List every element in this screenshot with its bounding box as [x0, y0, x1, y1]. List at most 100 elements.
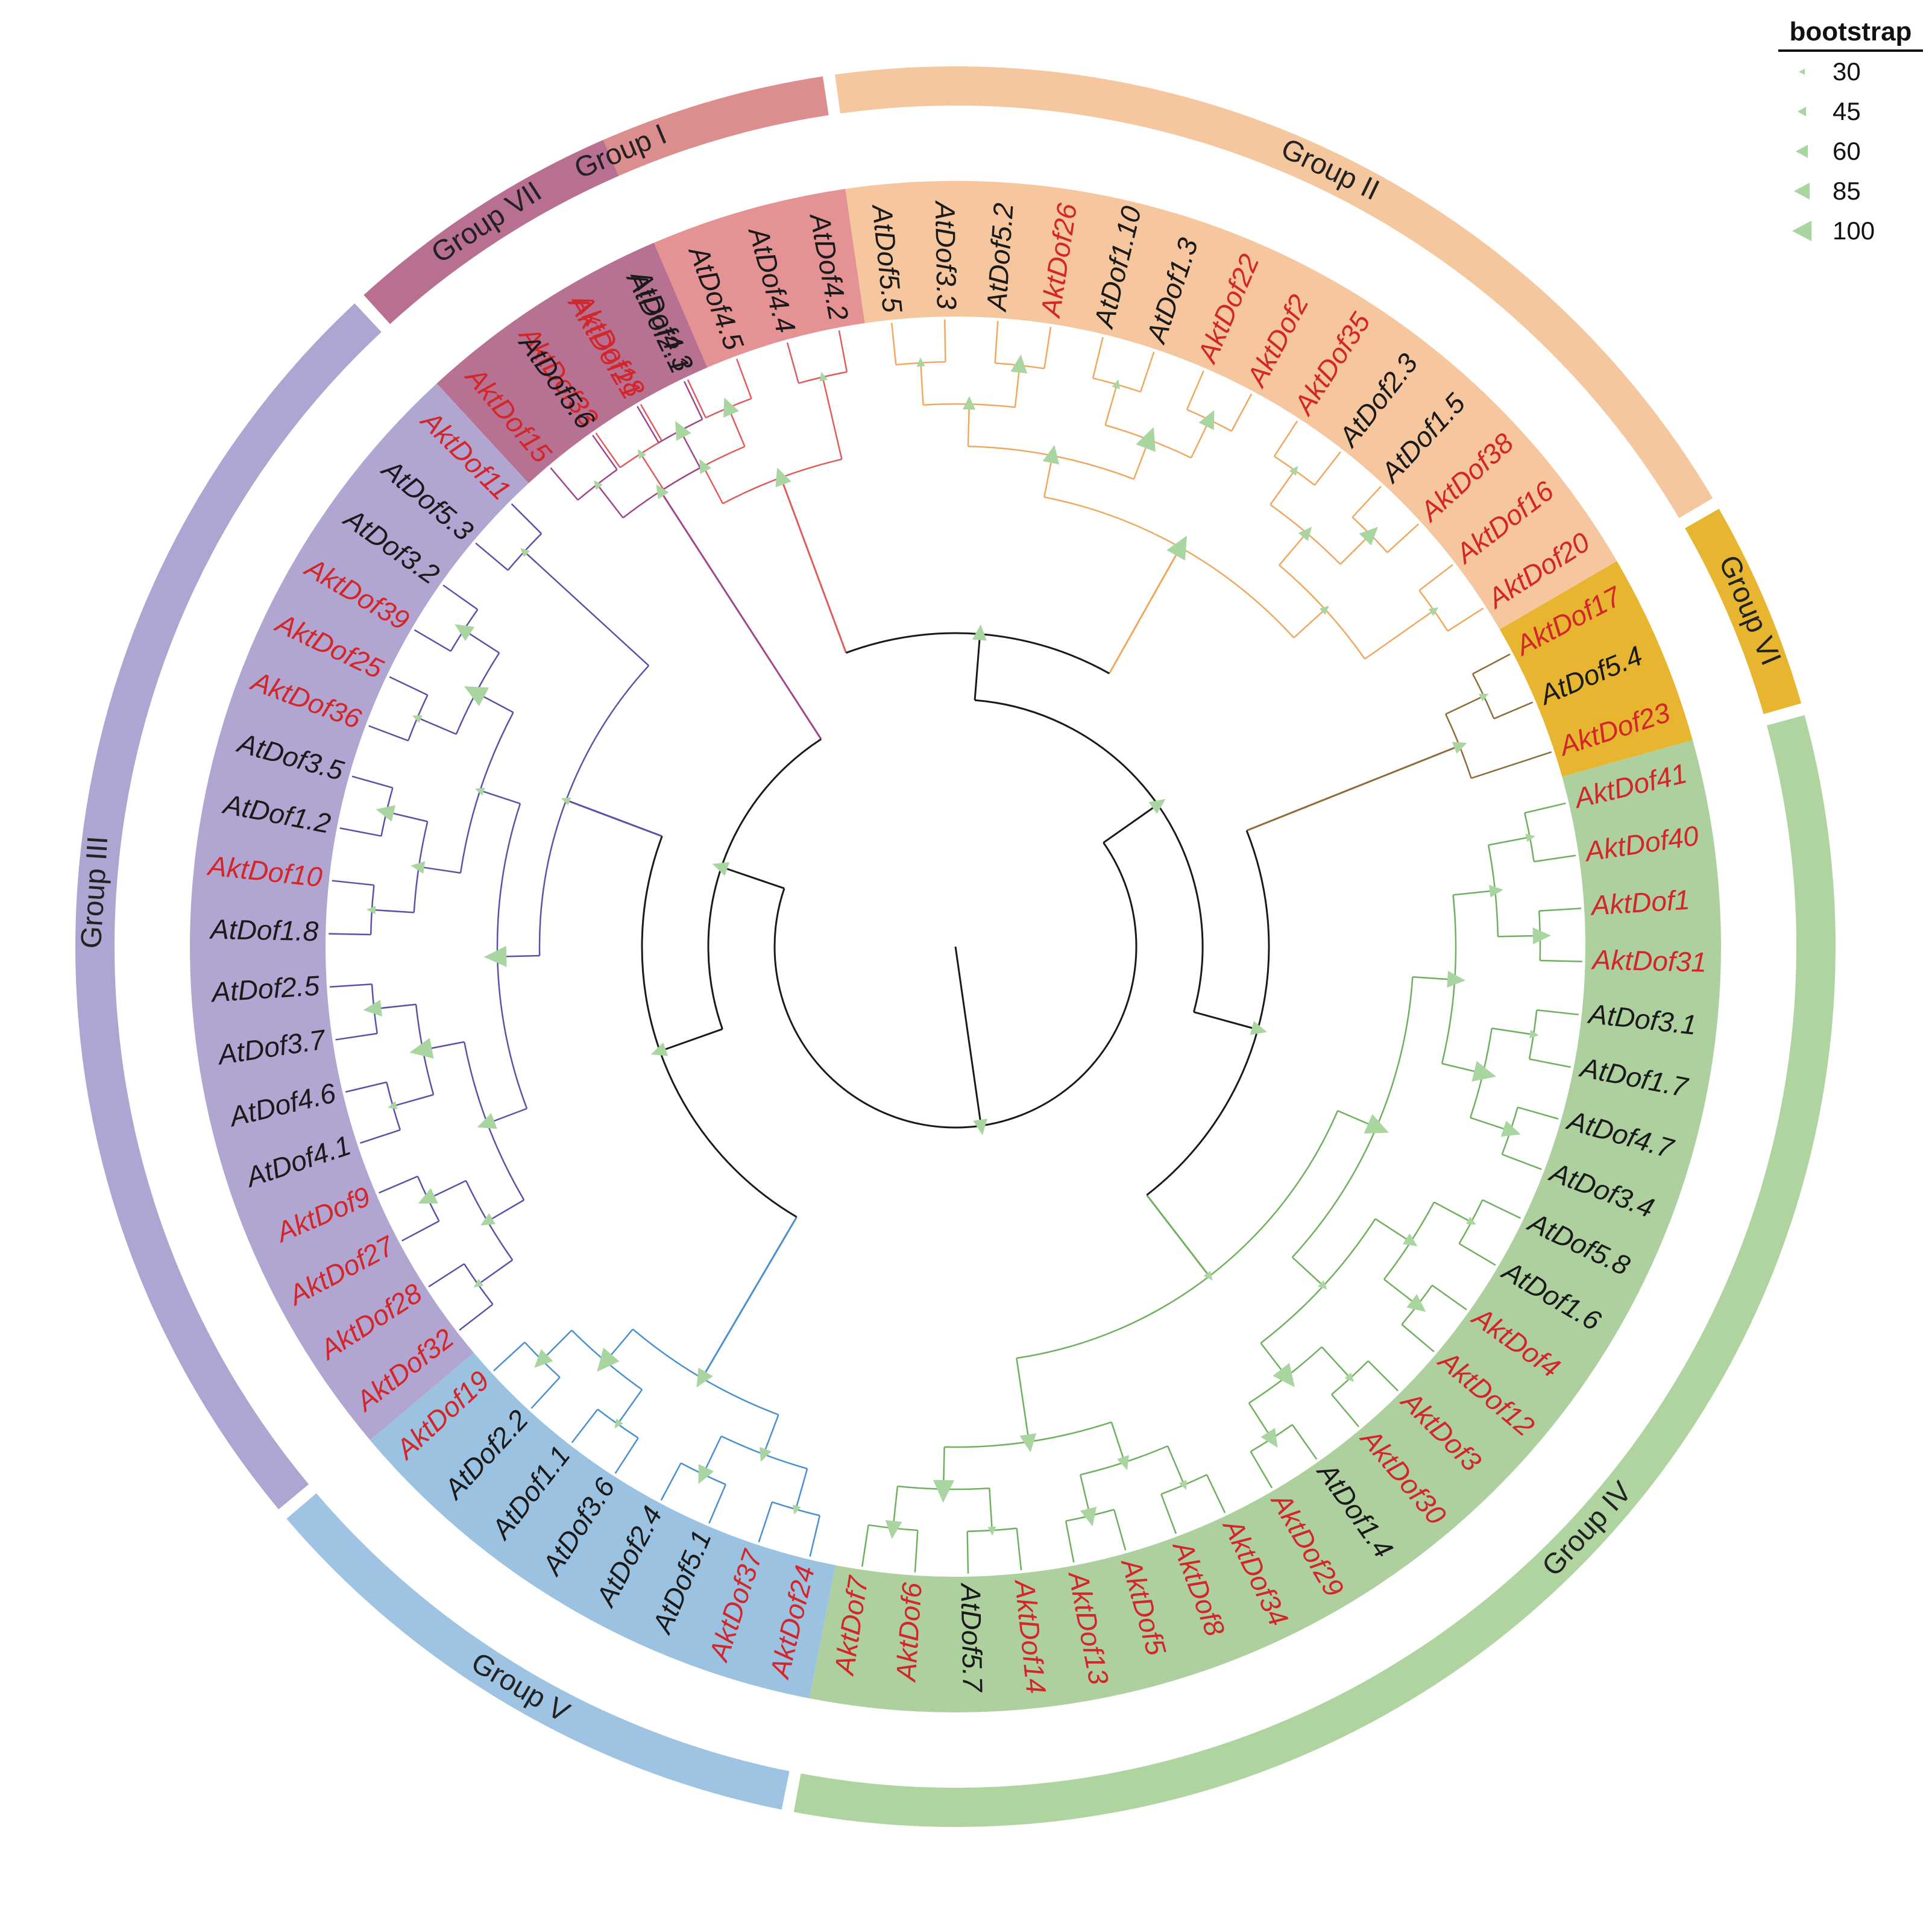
bootstrap-marker — [1319, 605, 1329, 615]
bootstrap-marker — [418, 1188, 438, 1204]
group-band — [190, 383, 529, 1440]
triangle-icon — [1778, 216, 1833, 246]
branches — [329, 320, 1582, 1574]
branch — [1230, 393, 1253, 432]
branch — [1270, 470, 1295, 505]
bootstrap-marker — [464, 686, 489, 707]
branch — [1293, 608, 1326, 639]
bootstrap-marker — [1500, 1120, 1521, 1137]
branch — [1367, 1360, 1399, 1392]
backbone-branch — [1146, 1194, 1210, 1277]
branch — [637, 406, 659, 443]
group-band — [1499, 561, 1693, 777]
branch — [1491, 1027, 1534, 1036]
branch — [1525, 802, 1566, 814]
bootstrap-marker — [1042, 445, 1060, 465]
leaf-label: AtDof2.5 — [209, 970, 321, 1008]
branch — [617, 1389, 643, 1425]
branch — [702, 465, 724, 504]
bootstrap-marker — [1198, 410, 1215, 431]
branch — [1321, 1346, 1351, 1379]
bootstrap-marker — [1178, 1480, 1187, 1490]
bootstrap-marker — [696, 1368, 713, 1388]
branch — [379, 1175, 418, 1194]
backbone-branch — [1108, 547, 1182, 674]
branch — [1250, 1451, 1273, 1489]
branch — [1110, 1422, 1125, 1463]
legend-entry: 60 — [1778, 131, 1923, 171]
bootstrap-marker — [534, 1349, 553, 1368]
legend-label: 85 — [1833, 177, 1861, 205]
branch — [475, 542, 509, 571]
branch — [1139, 352, 1155, 393]
bootstrap-marker — [411, 861, 426, 874]
branch — [351, 775, 393, 789]
backbone-branch — [1246, 745, 1460, 831]
bootstrap-marker — [1273, 1363, 1295, 1387]
bootstrap-marker — [1402, 1233, 1418, 1246]
legend-entry: 45 — [1778, 92, 1923, 131]
branch — [890, 323, 897, 365]
branch — [1291, 1424, 1318, 1460]
branch — [1113, 1509, 1127, 1551]
leaf-label: AtDof5.7 — [955, 1582, 989, 1693]
bootstrap-marker — [1344, 1372, 1355, 1383]
branch — [1453, 889, 1496, 896]
bootstrap-marker — [1452, 742, 1467, 754]
bootstrap-marker — [614, 1418, 623, 1429]
branch — [1092, 336, 1104, 379]
branch — [480, 789, 521, 804]
branch — [640, 453, 664, 490]
branch — [640, 403, 663, 441]
bootstrap-marker — [1080, 1507, 1097, 1527]
branch — [1418, 564, 1453, 592]
bootstrap-marker — [455, 624, 475, 642]
bootstrap-marker — [474, 787, 485, 796]
branch — [596, 484, 624, 519]
legend-label: 100 — [1833, 216, 1875, 245]
bootstrap-marker — [561, 797, 571, 806]
branch — [330, 983, 373, 988]
group-label: Group IV — [1536, 1475, 1638, 1582]
bootstrap-marker — [885, 1520, 902, 1539]
group-ring-segment — [1685, 508, 1802, 715]
bootstrap-marker — [723, 397, 739, 418]
branch — [708, 1484, 726, 1524]
group-band — [845, 180, 1617, 629]
backbone-arc — [641, 836, 798, 1218]
branch — [1279, 532, 1307, 566]
triangle-icon — [1778, 176, 1833, 206]
branch — [1206, 1474, 1226, 1513]
branch — [339, 827, 382, 837]
branch — [418, 866, 461, 874]
branch — [571, 1409, 599, 1443]
branch — [1458, 1243, 1496, 1266]
branch — [758, 1501, 773, 1542]
branch — [392, 1094, 434, 1107]
branch — [1502, 1153, 1542, 1170]
bootstrap-marker — [792, 1504, 801, 1515]
branch — [1016, 1358, 1030, 1442]
bootstrap-marker — [1019, 1433, 1037, 1453]
branch — [1166, 1445, 1185, 1486]
bootstrap-marker — [409, 1038, 434, 1059]
branch — [332, 880, 374, 886]
bootstrap-marker — [376, 805, 396, 822]
branch — [822, 377, 843, 459]
branch — [389, 676, 428, 696]
branch — [1314, 451, 1341, 486]
branch — [1447, 607, 1484, 632]
legend-title: bootstrap — [1778, 17, 1923, 52]
backbone-arc — [707, 738, 822, 1030]
branch — [1445, 695, 1484, 715]
triangle-icon — [1778, 96, 1833, 127]
backbone-branch — [659, 490, 822, 740]
bootstrap-marker — [1203, 1270, 1213, 1281]
branch — [861, 1525, 869, 1567]
branch — [487, 1199, 524, 1222]
branch — [1364, 610, 1435, 660]
backbone-branch — [565, 799, 662, 838]
branch — [1043, 326, 1052, 369]
bootstrap-marker — [388, 1101, 398, 1109]
branch — [1472, 653, 1511, 675]
